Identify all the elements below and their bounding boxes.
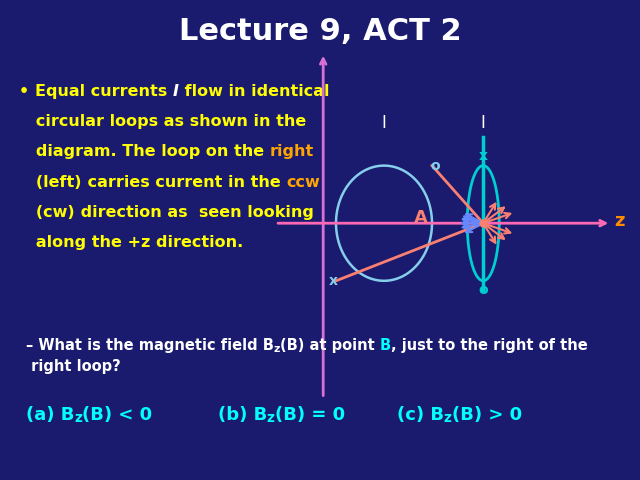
Text: (B) = 0: (B) = 0 bbox=[275, 406, 345, 423]
Text: B: B bbox=[380, 338, 391, 353]
Text: direction as  seen looking: direction as seen looking bbox=[75, 205, 314, 220]
Text: circular loops as shown in the: circular loops as shown in the bbox=[19, 114, 307, 129]
Text: , just to the right of the: , just to the right of the bbox=[391, 338, 588, 353]
Text: (c) B: (c) B bbox=[397, 406, 444, 423]
Text: z: z bbox=[74, 411, 82, 425]
Text: o: o bbox=[478, 283, 488, 297]
Text: (cw): (cw) bbox=[19, 205, 75, 220]
Text: flow in identical: flow in identical bbox=[179, 84, 330, 99]
Text: I: I bbox=[481, 114, 486, 132]
Text: (B) > 0: (B) > 0 bbox=[452, 406, 522, 423]
Text: Equal currents: Equal currents bbox=[35, 84, 173, 99]
Text: (B) at point: (B) at point bbox=[280, 338, 380, 353]
Text: z: z bbox=[614, 212, 625, 230]
Text: z: z bbox=[267, 411, 275, 425]
Text: Lecture 9, ACT 2: Lecture 9, ACT 2 bbox=[179, 17, 461, 46]
Text: I: I bbox=[381, 114, 387, 132]
Text: (b) B: (b) B bbox=[218, 406, 267, 423]
Text: z: z bbox=[444, 411, 452, 425]
Text: carries current in the: carries current in the bbox=[82, 175, 286, 190]
Text: – What is the magnetic field B: – What is the magnetic field B bbox=[26, 338, 273, 353]
Text: z: z bbox=[273, 344, 280, 354]
Text: •: • bbox=[19, 84, 35, 99]
Text: right loop?: right loop? bbox=[26, 359, 120, 373]
Text: A: A bbox=[414, 209, 428, 228]
Text: along the +z direction.: along the +z direction. bbox=[19, 235, 243, 250]
Text: (left): (left) bbox=[19, 175, 82, 190]
Text: I: I bbox=[173, 84, 179, 99]
Text: ccw: ccw bbox=[286, 175, 320, 190]
Text: (B) < 0: (B) < 0 bbox=[82, 406, 152, 423]
Text: x: x bbox=[479, 149, 488, 163]
Text: (a) B: (a) B bbox=[26, 406, 74, 423]
Text: diagram. The loop on the: diagram. The loop on the bbox=[19, 144, 270, 159]
Text: o: o bbox=[430, 158, 440, 173]
Text: right: right bbox=[270, 144, 314, 159]
Text: x: x bbox=[328, 274, 337, 288]
